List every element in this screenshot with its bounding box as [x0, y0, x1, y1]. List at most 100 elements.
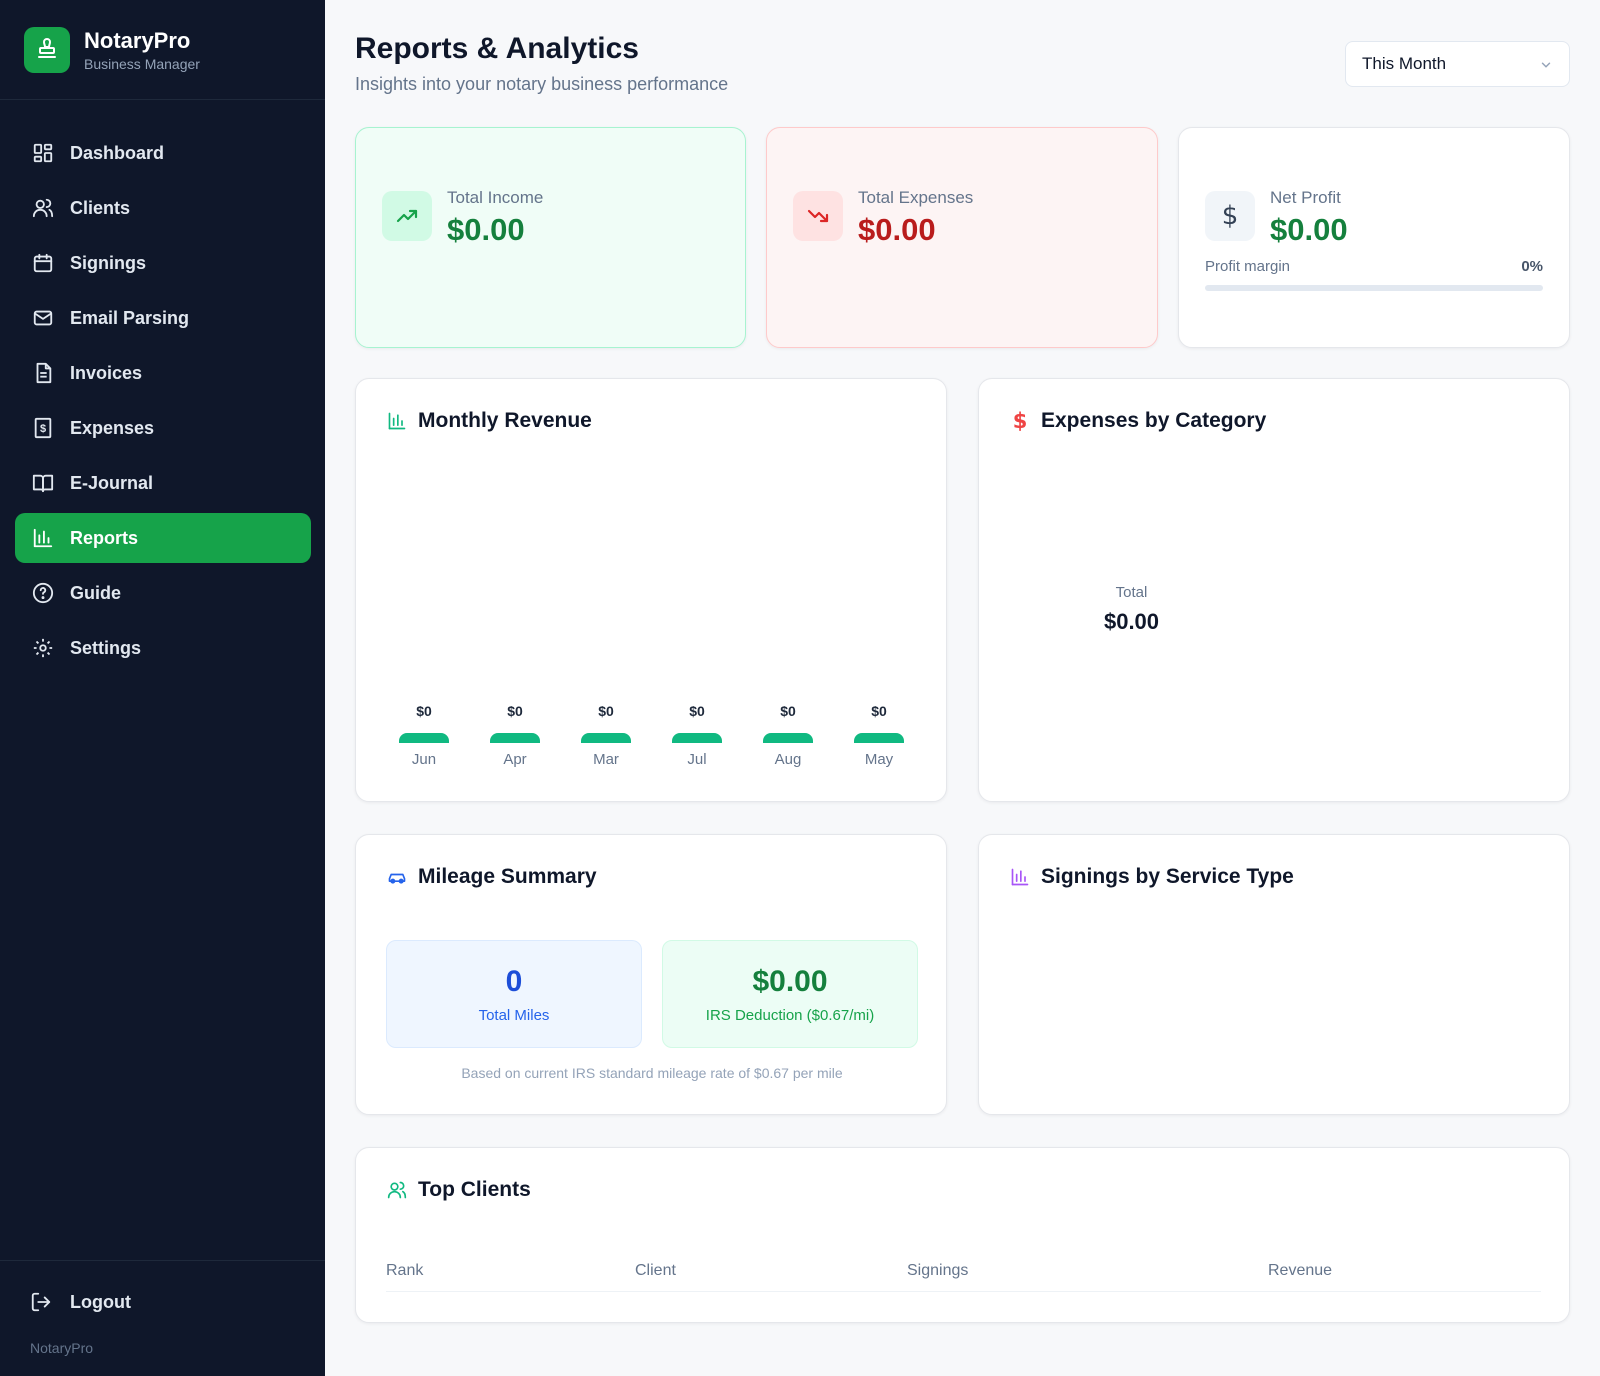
car-icon — [386, 866, 408, 888]
top-clients-title: Top Clients — [418, 1178, 531, 1201]
total-miles-box: 0 Total Miles — [386, 940, 642, 1048]
logout-label: Logout — [70, 1291, 131, 1312]
top-clients-card: Top Clients Rank Client Signings Revenue — [355, 1147, 1570, 1323]
trending-down-icon — [793, 191, 843, 241]
category-total-label: Total — [1115, 584, 1148, 601]
category-total-value: $0.00 — [1103, 609, 1160, 634]
dollar-icon: $ — [1012, 409, 1028, 433]
bar-category-label: May — [864, 751, 894, 768]
bar-category-label: Aug — [774, 751, 802, 768]
sidebar-item-email-parsing[interactable]: Email Parsing — [15, 293, 311, 343]
sidebar-item-guide[interactable]: Guide — [15, 568, 311, 618]
revenue-bar[interactable] — [763, 733, 813, 743]
logout-icon — [30, 1289, 56, 1315]
mail-icon — [30, 305, 56, 331]
sidebar-item-label: E-Journal — [70, 472, 154, 493]
receipt-icon: $ — [30, 415, 56, 441]
bar-value-label: $0 — [689, 703, 705, 719]
users-icon — [30, 195, 56, 221]
mileage-note: Based on current IRS standard mileage ra… — [461, 1065, 843, 1081]
bar-value-label: $0 — [871, 703, 887, 719]
period-value: This Month — [1362, 54, 1447, 73]
column-header-client: Client — [635, 1262, 676, 1279]
sidebar-item-reports[interactable]: Reports — [15, 513, 311, 563]
sidebar-divider — [0, 1260, 325, 1261]
irs-deduction-box: $0.00 IRS Deduction ($0.67/mi) — [662, 940, 918, 1048]
chevron-down-icon — [1539, 57, 1553, 77]
bar-chart-icon — [1009, 866, 1031, 888]
trending-up-icon — [382, 191, 432, 241]
help-icon — [30, 580, 56, 606]
logout-button[interactable]: Logout — [15, 1277, 311, 1327]
bar-category-label: Mar — [593, 751, 619, 768]
profit-margin-track — [1205, 285, 1543, 291]
profit-margin-label: Profit margin — [1205, 258, 1291, 275]
revenue-bar[interactable] — [490, 733, 540, 743]
document-icon — [30, 360, 56, 386]
bar-value-label: $0 — [416, 703, 432, 719]
bar-value-label: $0 — [780, 703, 796, 719]
sidebar-item-label: Guide — [70, 582, 122, 603]
expenses-by-category-card: $ Expenses by Category Total $0.00 — [978, 378, 1570, 802]
net-profit-label: Net Profit — [1270, 188, 1341, 207]
app-name: NotaryPro — [84, 27, 191, 53]
svg-text:$: $ — [40, 423, 46, 435]
net-profit-card: $ Net Profit $0.00 Profit margin 0% — [1178, 127, 1570, 348]
mileage-summary-card: Mileage Summary 0 Total Miles $0.00 IRS … — [355, 834, 947, 1115]
monthly-revenue-card: Monthly Revenue $0 Jun $0 Apr $0 Mar $0 Jul $0 Au… — [355, 378, 947, 802]
grid-icon — [30, 140, 56, 166]
sidebar-item-e-journal[interactable]: E-Journal — [15, 458, 311, 508]
sidebar-item-label: Email Parsing — [70, 307, 190, 328]
revenue-bar[interactable] — [854, 733, 904, 743]
sidebar-item-label: Dashboard — [70, 142, 165, 163]
column-header-rank: Rank — [386, 1262, 424, 1279]
sidebar-item-label: Clients — [70, 197, 131, 218]
sidebar-item-dashboard[interactable]: Dashboard — [15, 128, 311, 178]
sidebar-item-label: Signings — [70, 252, 146, 273]
profit-margin-value: 0% — [1521, 258, 1543, 275]
total-miles-label: Total Miles — [478, 1007, 550, 1024]
sidebar-item-expenses[interactable]: $ Expenses — [15, 403, 311, 453]
sidebar-item-signings[interactable]: Signings — [15, 238, 311, 288]
revenue-bar[interactable] — [581, 733, 631, 743]
revenue-bar[interactable] — [672, 733, 722, 743]
page-subtitle: Insights into your notary business perfo… — [355, 74, 729, 94]
sidebar-footer: NotaryPro — [30, 1340, 94, 1356]
bar-chart-icon — [386, 410, 408, 432]
sidebar-item-invoices[interactable]: Invoices — [15, 348, 311, 398]
app-subtitle: Business Manager — [84, 55, 200, 72]
book-icon — [30, 470, 56, 496]
monthly-revenue-title: Monthly Revenue — [418, 409, 592, 432]
period-select[interactable]: This Month — [1345, 41, 1570, 87]
sidebar-item-settings[interactable]: Settings — [15, 623, 311, 673]
total-expenses-value: $0.00 — [858, 212, 936, 247]
sidebar-item-clients[interactable]: Clients — [15, 183, 311, 233]
sidebar-item-label: Expenses — [70, 417, 155, 438]
sidebar-item-label: Reports — [70, 527, 139, 548]
dollar-icon: $ — [1205, 191, 1255, 241]
column-header-revenue: Revenue — [1268, 1262, 1333, 1279]
signings-by-type-title: Signings by Service Type — [1041, 865, 1294, 888]
page-title: Reports & Analytics — [355, 32, 639, 65]
sidebar-item-label: Invoices — [70, 362, 143, 383]
stamp-icon — [24, 26, 70, 73]
bar-value-label: $0 — [598, 703, 614, 719]
revenue-bar-chart: $0 Jun $0 Apr $0 Mar $0 Jul $0 Aug $0 May — [356, 379, 948, 803]
net-profit-value: $0.00 — [1270, 212, 1348, 247]
bar-chart-icon — [30, 525, 56, 551]
sidebar-item-label: Settings — [70, 637, 142, 658]
sidebar-nav: Dashboard Clients Signings Email Parsing… — [15, 128, 311, 678]
column-header-signings: Signings — [907, 1262, 969, 1279]
bar-value-label: $0 — [507, 703, 523, 719]
total-income-card: Total Income $0.00 — [355, 127, 746, 348]
table-header-divider — [386, 1291, 1541, 1292]
expenses-by-category-title: Expenses by Category — [1041, 409, 1267, 432]
bar-category-label: Jul — [687, 751, 707, 768]
gear-icon — [30, 635, 56, 661]
revenue-bar[interactable] — [399, 733, 449, 743]
bar-category-label: Jun — [411, 751, 437, 768]
total-income-value: $0.00 — [447, 212, 525, 247]
sidebar: NotaryPro Business Manager Dashboard Cli… — [0, 0, 325, 1376]
irs-deduction-label: IRS Deduction ($0.67/mi) — [705, 1007, 875, 1024]
total-expenses-card: Total Expenses $0.00 — [766, 127, 1158, 348]
